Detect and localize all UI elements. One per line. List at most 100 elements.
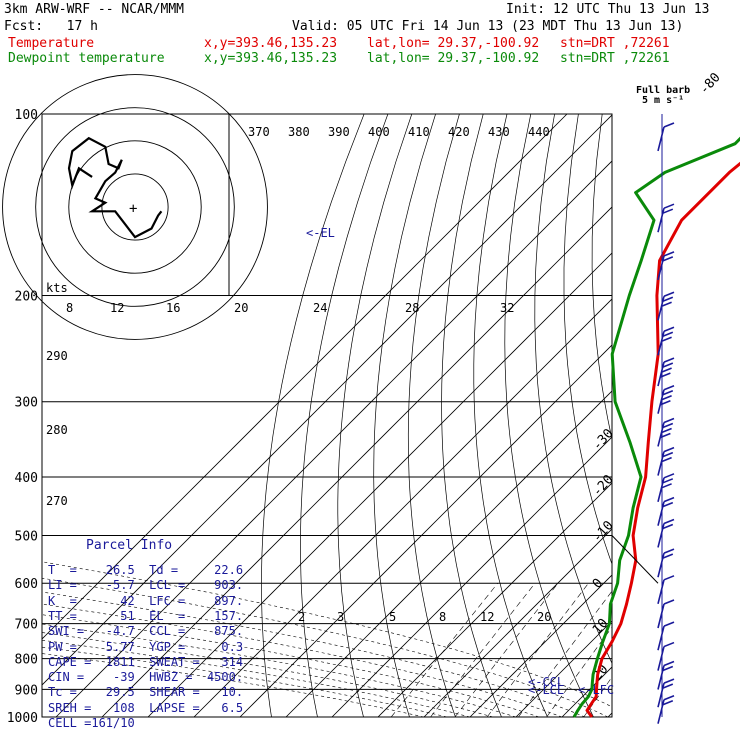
temp-latlon: lat,lon= 29.37,-100.92 bbox=[367, 36, 540, 51]
dry-adiabat bbox=[441, 114, 502, 717]
wind-barb-staff bbox=[657, 523, 665, 548]
mixing-ratio-line bbox=[583, 676, 612, 717]
pressure-tick-label: 900 bbox=[15, 683, 38, 698]
isotherm-tick-label: -80 bbox=[697, 70, 724, 97]
wind-barb-flag bbox=[663, 694, 675, 701]
hodograph-ring-label: 12 bbox=[110, 301, 124, 315]
dry-adiabat bbox=[697, 114, 740, 717]
wind-barb-flag bbox=[661, 427, 672, 434]
theta-tick-label: 420 bbox=[448, 125, 470, 139]
mixing-ratio-label: 2 bbox=[298, 610, 305, 624]
wind-barb-staff bbox=[657, 361, 665, 387]
wind-barb-flag bbox=[661, 483, 672, 489]
wind-key-line2: 5 m s⁻¹ bbox=[642, 95, 685, 106]
isotherm-line bbox=[239, 344, 612, 717]
wind-barb bbox=[657, 694, 675, 724]
hodograph-ring bbox=[68, 140, 202, 274]
theta-tick-label: 440 bbox=[528, 125, 550, 139]
parcel-info-title: Parcel Info bbox=[86, 538, 173, 553]
wind-barb bbox=[657, 203, 675, 233]
hodograph-ring bbox=[35, 107, 235, 307]
mixing-ratio-label: 8 bbox=[439, 610, 446, 624]
hodograph-units: kts bbox=[46, 281, 68, 295]
moist-adiabat bbox=[42, 614, 540, 717]
wind-barb-flag bbox=[662, 422, 674, 429]
wind-barb-staff bbox=[657, 646, 665, 671]
mixing-ratio-line bbox=[486, 583, 589, 717]
wind-barb-staff bbox=[657, 501, 665, 526]
isotherm-line bbox=[377, 482, 612, 717]
pressure-tick-label: 500 bbox=[15, 529, 38, 544]
wind-barb-staff bbox=[657, 552, 665, 578]
wind-barb-flag bbox=[663, 446, 675, 453]
theta-tick-label: 370 bbox=[248, 125, 270, 139]
parcel-info-row: CELL =161/10 bbox=[48, 716, 135, 730]
wind-barb-flag bbox=[663, 473, 675, 479]
wind-barb-flag bbox=[660, 432, 671, 439]
mixing-ratio-label: 5 bbox=[389, 610, 396, 624]
dry-adiabat bbox=[591, 114, 612, 441]
moist-adiabat bbox=[42, 591, 586, 717]
wind-barb-flag bbox=[661, 394, 672, 401]
hodograph-origin: + bbox=[129, 201, 137, 217]
wind-barb-staff bbox=[657, 625, 665, 651]
mixing-ratio-line bbox=[390, 583, 498, 717]
mixing-ratio-line bbox=[518, 590, 612, 717]
pressure-tick-label: 600 bbox=[15, 577, 38, 592]
wind-barb bbox=[657, 291, 675, 321]
dry-adiabat bbox=[721, 114, 740, 717]
temp-xy: x,y=393.46,135.23 bbox=[204, 36, 338, 51]
wind-barb-staff bbox=[657, 207, 665, 233]
isotherm-tick-label: -20 bbox=[590, 472, 617, 499]
pressure-tick-label: 200 bbox=[15, 290, 38, 305]
wind-barb-staff bbox=[657, 579, 665, 605]
hodograph-ring-label: 28 bbox=[405, 301, 419, 315]
wind-barb-flag bbox=[663, 203, 675, 209]
hodograph-ring-label: 8 bbox=[66, 301, 73, 315]
wind-barb-flag bbox=[663, 575, 675, 581]
pressure-tick-label: 100 bbox=[15, 108, 38, 123]
wind-barb bbox=[657, 621, 675, 651]
wind-key-line1: Full barb bbox=[636, 85, 691, 96]
parcel-info-panel: Parcel Info T = 26.5 Td = 22.6 LI = -5.7 … bbox=[42, 535, 244, 735]
wind-barb-flag bbox=[662, 208, 674, 214]
dry-adiabat bbox=[473, 114, 548, 717]
isotherm-line bbox=[331, 436, 612, 717]
isotherm-line bbox=[147, 252, 612, 717]
wind-barb-staff bbox=[657, 255, 665, 281]
isotherm-line bbox=[469, 574, 612, 717]
hodograph-ring-label: 24 bbox=[313, 301, 327, 315]
dew-latlon: lat,lon= 29.37,-100.92 bbox=[367, 51, 540, 66]
wind-barb-flag bbox=[663, 291, 675, 298]
moist-adiabat bbox=[42, 577, 609, 717]
wind-barb-flag bbox=[661, 367, 672, 373]
parcel-info-row: SWI = -4.7 CCL = 875. bbox=[48, 624, 244, 639]
wind-barb-flag bbox=[662, 331, 674, 338]
wind-barb-staff bbox=[657, 296, 665, 321]
wind-barb-flag bbox=[663, 641, 675, 648]
parcel-info-row: T = 26.5 Td = 22.6 bbox=[48, 563, 244, 577]
hodograph-trace bbox=[67, 136, 163, 239]
isotherm-tick-label: -30 bbox=[590, 426, 617, 453]
lcl-marker: <-LCL bbox=[528, 683, 564, 697]
dew-station: stn=DRT ,72261 bbox=[560, 51, 670, 66]
wind-barb bbox=[657, 417, 675, 447]
dew-xy: x,y=393.46,135.23 bbox=[204, 51, 338, 66]
temperature-legend: Temperature bbox=[8, 36, 95, 51]
parcel-info-row: Tc = 29.5 SHEAR = 10. bbox=[48, 685, 244, 700]
isotherm-tick-label: -10 bbox=[590, 518, 617, 545]
isotherm-line bbox=[423, 528, 612, 717]
theta-tick-label: 290 bbox=[46, 349, 68, 363]
wind-barb-flag bbox=[662, 699, 674, 706]
moist-adiabat bbox=[42, 603, 563, 717]
wind-barb-flag bbox=[663, 621, 675, 627]
moist-adiabat bbox=[42, 623, 517, 717]
mixing-ratio-label: 20 bbox=[537, 610, 551, 624]
wind-barb bbox=[657, 251, 675, 281]
wind-barb-flag bbox=[663, 660, 675, 667]
wind-barb-flag bbox=[662, 501, 674, 508]
dry-adiabat bbox=[373, 114, 436, 717]
theta-tick-label: 270 bbox=[46, 494, 68, 508]
hodograph-ring-label: 20 bbox=[234, 301, 248, 315]
wind-barb-flag bbox=[662, 523, 674, 530]
